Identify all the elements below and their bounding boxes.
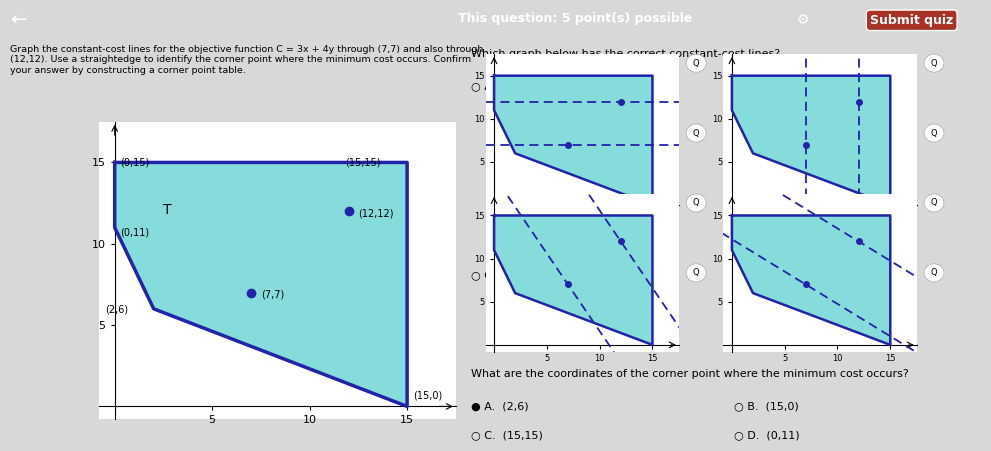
Text: ○ A.: ○ A. xyxy=(471,82,496,92)
Text: (0,15): (0,15) xyxy=(121,158,150,168)
Text: Q: Q xyxy=(931,268,937,277)
Text: ⚙: ⚙ xyxy=(797,13,809,28)
Text: T: T xyxy=(164,203,171,217)
Text: ○ B.  (15,0): ○ B. (15,0) xyxy=(733,402,799,412)
Text: Q: Q xyxy=(931,129,937,138)
Text: Q: Q xyxy=(693,268,700,277)
Text: ○ D.  (0,11): ○ D. (0,11) xyxy=(733,430,800,441)
Text: ● D.: ● D. xyxy=(733,271,759,281)
Text: Q: Q xyxy=(931,59,937,68)
Text: ○ C.  (15,15): ○ C. (15,15) xyxy=(471,430,543,441)
Polygon shape xyxy=(495,216,652,345)
Circle shape xyxy=(686,124,707,142)
Text: Which graph below has the correct constant-cost lines?: Which graph below has the correct consta… xyxy=(471,49,780,59)
Text: Q: Q xyxy=(693,198,700,207)
Polygon shape xyxy=(732,216,890,345)
Text: (15,15): (15,15) xyxy=(345,158,381,168)
Polygon shape xyxy=(115,162,407,406)
Polygon shape xyxy=(495,76,652,205)
Circle shape xyxy=(686,194,707,212)
Text: (2,6): (2,6) xyxy=(105,304,128,314)
Circle shape xyxy=(924,264,944,282)
Text: ○ D.: ○ D. xyxy=(733,271,759,281)
Circle shape xyxy=(924,194,944,212)
Text: Q: Q xyxy=(693,129,700,138)
Text: Q: Q xyxy=(693,59,700,68)
Text: Submit quiz: Submit quiz xyxy=(870,14,953,27)
Text: This question: 5 point(s) possible: This question: 5 point(s) possible xyxy=(458,12,692,25)
Circle shape xyxy=(924,124,944,142)
Text: (0,11): (0,11) xyxy=(121,228,150,238)
Circle shape xyxy=(924,54,944,72)
Text: (15,0): (15,0) xyxy=(413,390,442,400)
Text: What are the coordinates of the corner point where the minimum cost occurs?: What are the coordinates of the corner p… xyxy=(471,369,909,379)
Text: ○ C.: ○ C. xyxy=(471,271,496,281)
Text: ←: ← xyxy=(10,11,27,30)
Circle shape xyxy=(686,264,707,282)
Text: ● A.  (2,6): ● A. (2,6) xyxy=(471,402,528,412)
Text: Q: Q xyxy=(931,198,937,207)
Circle shape xyxy=(686,54,707,72)
Text: (12,12): (12,12) xyxy=(359,208,393,218)
Polygon shape xyxy=(732,76,890,205)
Text: Graph the constant-cost lines for the objective function C = 3x + 4y through (7,: Graph the constant-cost lines for the ob… xyxy=(10,45,484,75)
Text: ○ B.: ○ B. xyxy=(733,82,758,92)
Text: (7,7): (7,7) xyxy=(261,290,284,299)
